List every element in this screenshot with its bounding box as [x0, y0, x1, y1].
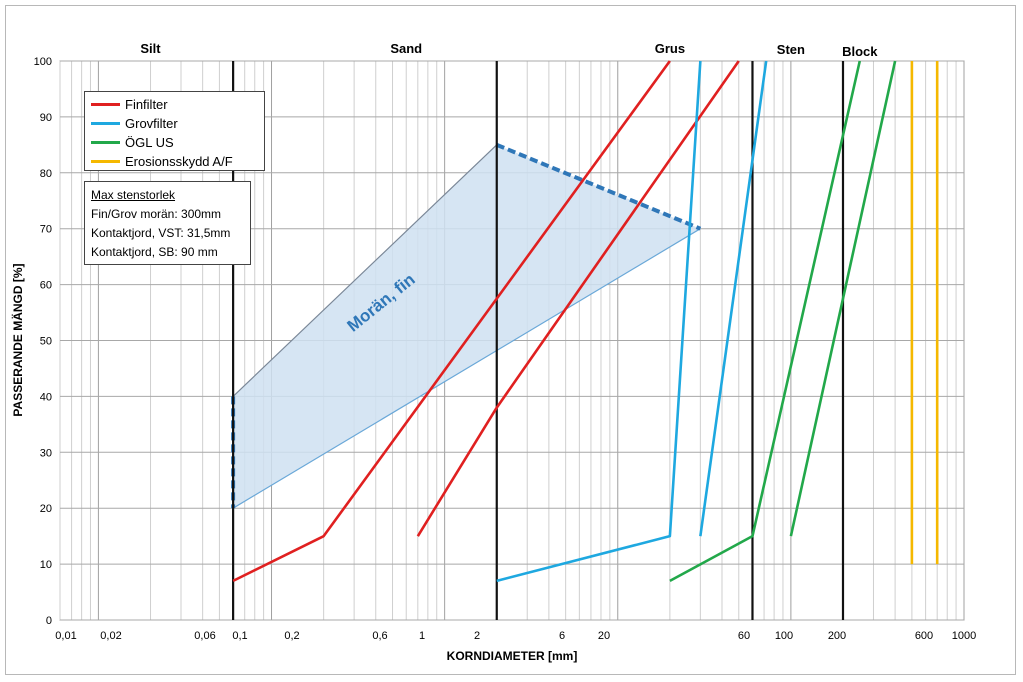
- legend: Finfilter Grovfilter ÖGL US Erosionsskyd…: [84, 91, 265, 171]
- y-tick-label: 50: [40, 336, 52, 348]
- y-axis-title: PASSERANDE MÄNGD [%]: [10, 263, 25, 416]
- note-line: Kontaktjord, SB: 90 mm: [91, 245, 218, 259]
- legend-item: Erosionsskydd A/F: [91, 152, 264, 171]
- x-axis-title: KORNDIAMETER [mm]: [447, 649, 578, 663]
- x-tick-label: 6: [559, 630, 565, 642]
- y-tick-label: 100: [34, 56, 52, 68]
- series-line: [232, 60, 671, 583]
- y-tick-label: 10: [40, 559, 52, 571]
- y-tick-label: 90: [40, 112, 52, 124]
- x-tick-label: 200: [828, 630, 846, 642]
- y-tick-label: 40: [40, 391, 52, 403]
- x-tick-label: 0,06: [194, 630, 215, 642]
- note-title: Max stenstorlek: [91, 188, 176, 202]
- y-tick-label: 80: [40, 168, 52, 180]
- series-line: [416, 60, 740, 537]
- legend-item: ÖGL US: [91, 133, 264, 152]
- chart-frame: [5, 5, 1016, 675]
- series-line: [669, 60, 862, 583]
- legend-label: Erosionsskydd A/F: [125, 154, 233, 169]
- series-line: [699, 60, 768, 537]
- y-tick-label: 60: [40, 280, 52, 292]
- legend-label: Grovfilter: [125, 116, 178, 131]
- region-upper-edge: [232, 144, 498, 397]
- legend-swatch: [91, 160, 120, 163]
- legend-swatch: [91, 141, 120, 144]
- legend-swatch: [91, 122, 120, 125]
- x-tick-label: 1: [419, 630, 425, 642]
- zone-label: Silt: [140, 41, 161, 56]
- region-lower-edge: [232, 228, 701, 509]
- x-tick-label: 2: [474, 630, 480, 642]
- legend-item: Grovfilter: [91, 114, 264, 133]
- legend-swatch: [91, 103, 120, 106]
- x-tick-label: 0,1: [232, 630, 247, 642]
- legend-item: Finfilter: [91, 95, 264, 114]
- y-tick-label: 70: [40, 224, 52, 236]
- y-tick-label: 20: [40, 503, 52, 515]
- series-line: [789, 60, 897, 537]
- series-line: [496, 60, 702, 583]
- x-tick-label: 0,2: [284, 630, 299, 642]
- zone-label: Grus: [655, 41, 685, 56]
- zone-label: Block: [842, 44, 878, 59]
- moran-region: [233, 144, 701, 509]
- max-stone-size-note: Max stenstorlek Fin/Grov morän: 300mm Ko…: [84, 181, 251, 265]
- legend-label: Finfilter: [125, 97, 168, 112]
- region-dashed-top: [495, 143, 702, 231]
- note-line: Kontaktjord, VST: 31,5mm: [91, 226, 231, 240]
- note-line: Fin/Grov morän: 300mm: [91, 207, 222, 221]
- x-tick-label: 1000: [952, 630, 976, 642]
- y-tick-label: 30: [40, 447, 52, 459]
- zone-label: Sten: [777, 42, 805, 57]
- zone-label: Sand: [390, 41, 422, 56]
- x-tick-label: 60: [738, 630, 750, 642]
- x-tick-label: 0,02: [100, 630, 121, 642]
- x-tick-label: 600: [915, 630, 933, 642]
- x-tick-label: 0,01: [55, 630, 76, 642]
- legend-label: ÖGL US: [125, 135, 174, 150]
- x-tick-label: 0,6: [372, 630, 387, 642]
- x-tick-label: 100: [775, 630, 793, 642]
- y-tick-label: 0: [46, 615, 52, 627]
- x-tick-label: 20: [598, 630, 610, 642]
